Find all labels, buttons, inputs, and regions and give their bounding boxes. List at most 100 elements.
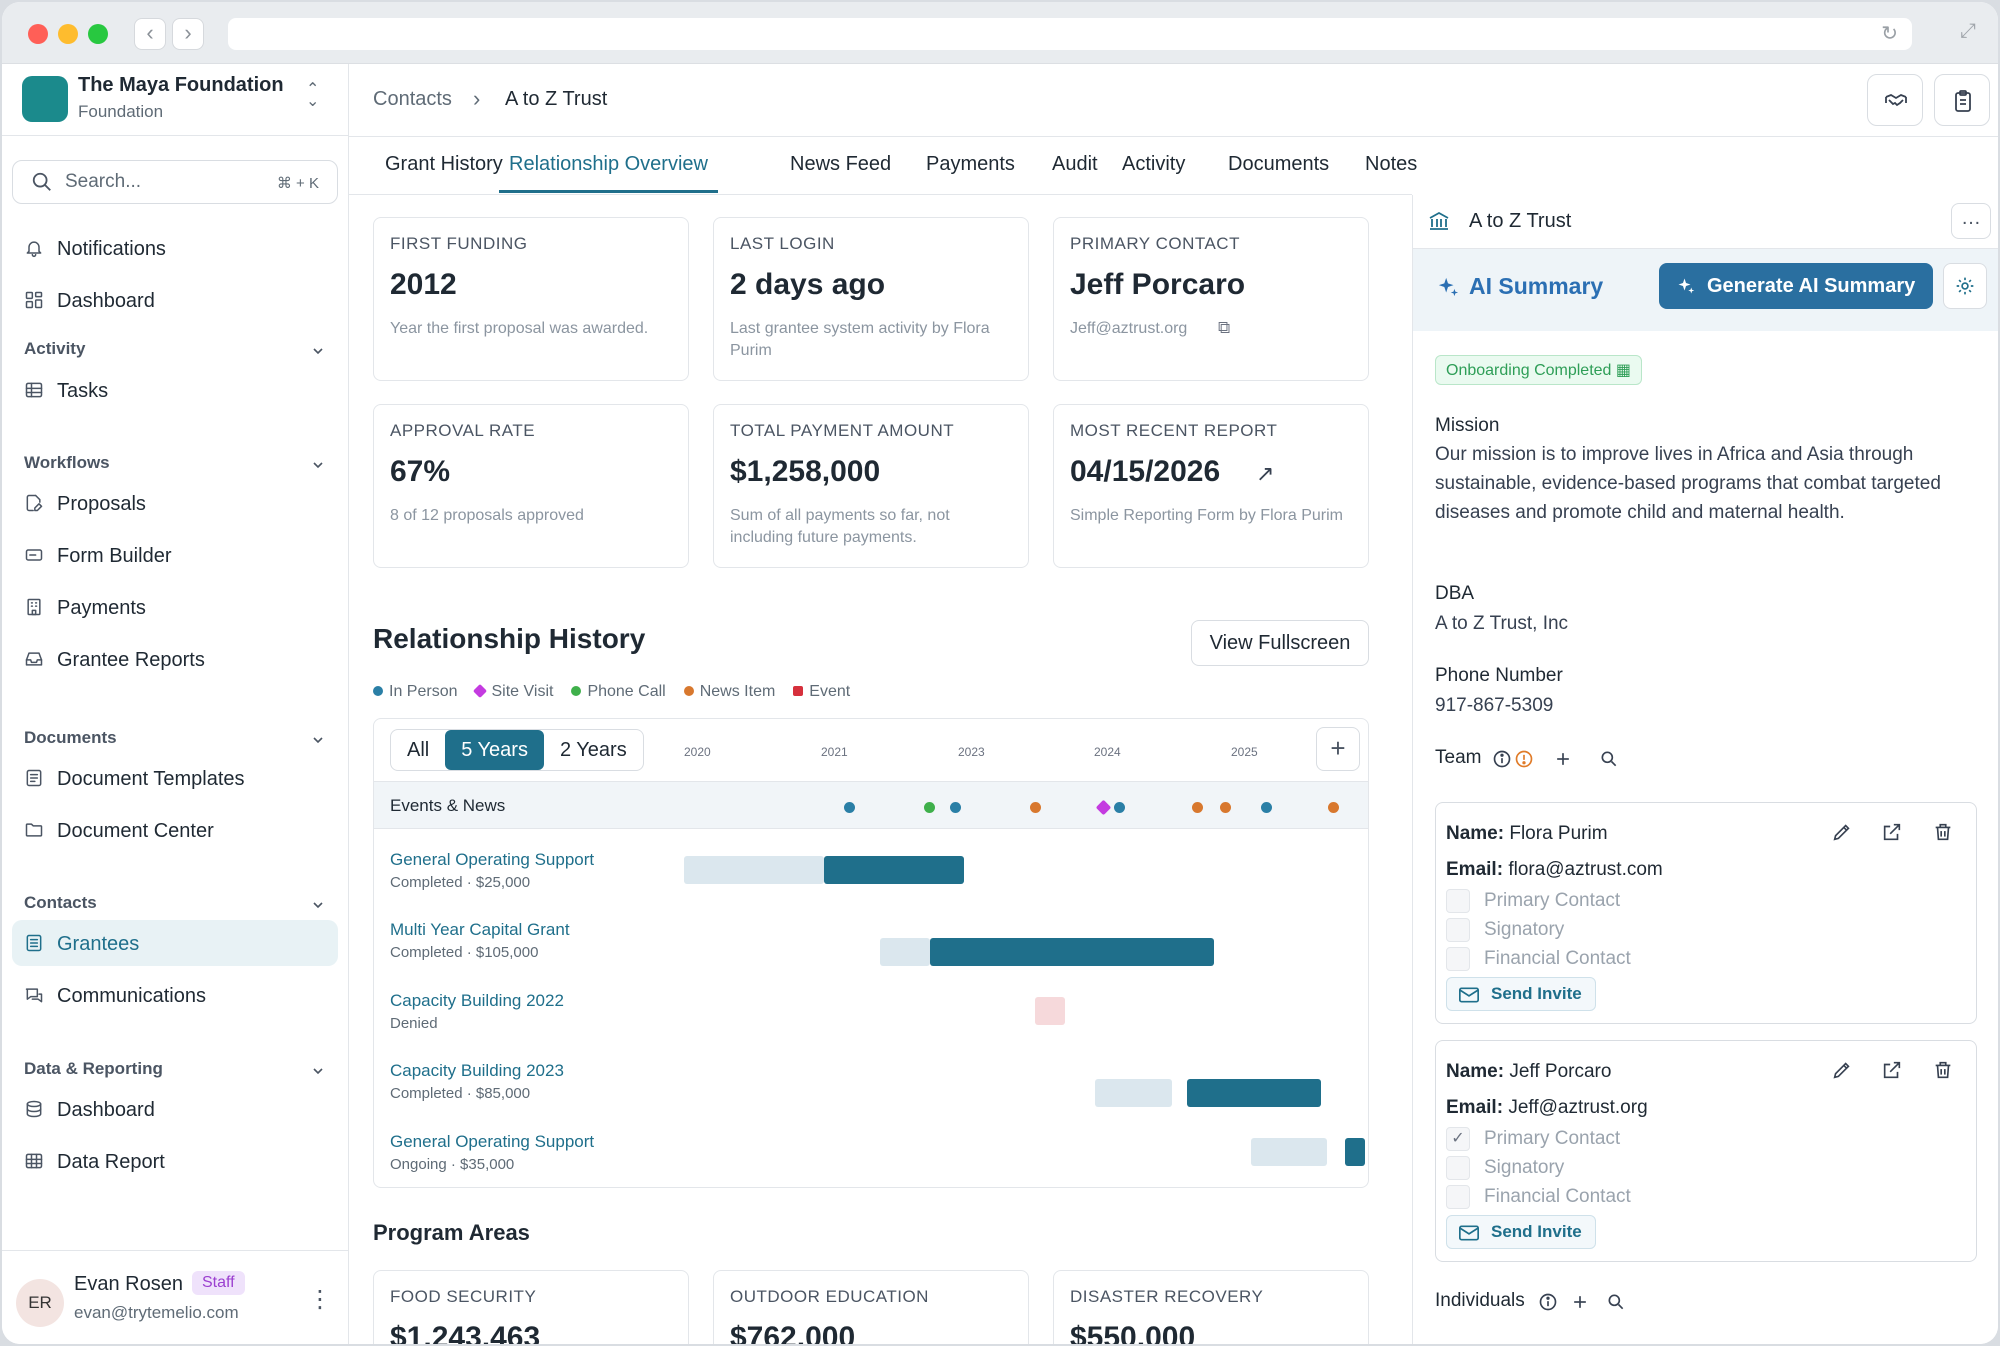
sidebar-item-document-center[interactable]: Document Center (12, 807, 338, 853)
event-marker[interactable] (1030, 802, 1041, 813)
grant-bar[interactable] (930, 938, 1214, 966)
tab-relationship-overview[interactable]: Relationship Overview (499, 153, 718, 193)
tab-grant-history[interactable]: Grant History (385, 153, 503, 175)
reload-icon[interactable]: ↻ (1881, 23, 1898, 45)
copy-icon[interactable]: ⧉ (1218, 318, 1231, 337)
range-all[interactable]: All (407, 739, 430, 761)
section-activity[interactable]: Activity (24, 339, 86, 358)
grant-name-link[interactable]: General Operating Support (390, 850, 595, 869)
search-team-icon[interactable] (1599, 749, 1619, 769)
open-link-icon[interactable] (1881, 821, 1903, 843)
event-marker[interactable] (1114, 802, 1125, 813)
more-vertical-icon[interactable]: ⋮ (308, 1286, 332, 1313)
sidebar-item-communications[interactable]: Communications (12, 972, 338, 1018)
clipboard-button[interactable] (1934, 74, 1990, 126)
send-invite-button[interactable]: Send Invite (1446, 1215, 1596, 1249)
role-checkbox[interactable] (1446, 1156, 1470, 1180)
send-invite-button[interactable]: Send Invite (1446, 977, 1596, 1011)
chevron-down-icon[interactable] (310, 343, 326, 359)
range-5-years[interactable]: 5 Years (445, 730, 544, 770)
role-checkbox[interactable] (1446, 947, 1470, 971)
trash-icon[interactable] (1932, 821, 1954, 843)
add-event-button[interactable]: + (1316, 727, 1360, 771)
grant-bar[interactable] (880, 938, 930, 966)
sidebar-item-tasks[interactable]: Tasks (12, 367, 338, 413)
relationship-button[interactable] (1867, 74, 1923, 126)
open-link-icon[interactable] (1881, 1059, 1903, 1081)
grant-name-link[interactable]: Capacity Building 2022 (390, 991, 564, 1010)
range-2-years[interactable]: 2 Years (559, 739, 627, 761)
warning-icon[interactable] (1514, 749, 1534, 769)
org-switcher[interactable]: The Maya Foundation Foundation ⌃ ⌄ (2, 64, 349, 136)
sidebar-item-data-report[interactable]: Data Report (12, 1138, 338, 1184)
sidebar-item-document-templates[interactable]: Document Templates (12, 755, 338, 801)
sidebar-item-grantees[interactable]: Grantees (12, 920, 338, 966)
chevron-down-icon[interactable] (310, 457, 326, 473)
info-icon[interactable] (1538, 1292, 1558, 1312)
fullscreen-icon[interactable]: ⤢ (1960, 20, 1976, 42)
maximize-window-button[interactable] (88, 24, 108, 44)
search-input[interactable]: Search... ⌘ + K (12, 160, 338, 204)
chevron-down-icon[interactable] (310, 897, 326, 913)
grant-bar[interactable] (1095, 1079, 1172, 1107)
section-workflows[interactable]: Workflows (24, 453, 110, 472)
sidebar-item-dashboard[interactable]: Dashboard (12, 1086, 338, 1132)
event-marker[interactable] (1220, 802, 1231, 813)
search-individuals-icon[interactable] (1606, 1292, 1626, 1312)
grant-name-link[interactable]: Multi Year Capital Grant (390, 920, 570, 939)
role-checkbox[interactable] (1446, 1185, 1470, 1209)
forward-button[interactable]: › (172, 18, 204, 50)
sidebar-item-notifications[interactable]: Notifications (12, 225, 338, 271)
section-documents[interactable]: Documents (24, 728, 117, 747)
event-marker[interactable] (844, 802, 855, 813)
tab-news-feed[interactable]: News Feed (790, 153, 892, 175)
event-marker[interactable] (1261, 802, 1272, 813)
open-link-icon[interactable]: ↗ (1256, 461, 1275, 486)
close-window-button[interactable] (28, 24, 48, 44)
section-contacts[interactable]: Contacts (24, 893, 97, 912)
sidebar-item-form-builder[interactable]: Form Builder (12, 532, 338, 578)
breadcrumb-contacts[interactable]: Contacts (373, 88, 452, 110)
grant-bar[interactable] (1251, 1138, 1327, 1166)
grant-bar[interactable] (824, 856, 964, 884)
more-horizontal-icon[interactable]: … (1951, 203, 1991, 239)
tab-payments[interactable]: Payments (926, 153, 1015, 175)
grant-bar[interactable] (1187, 1079, 1321, 1107)
grant-bar[interactable] (1345, 1138, 1365, 1166)
section-data-reporting[interactable]: Data & Reporting (24, 1059, 163, 1078)
grant-name-link[interactable]: Capacity Building 2023 (390, 1061, 564, 1080)
event-marker[interactable] (1192, 802, 1203, 813)
address-bar[interactable]: ↻ (228, 18, 1912, 50)
chevron-up-down-icon[interactable]: ⌃ ⌄ (306, 81, 320, 110)
grant-bar[interactable] (684, 856, 824, 884)
role-checkbox[interactable] (1446, 889, 1470, 913)
generate-ai-summary-button[interactable]: Generate AI Summary (1659, 263, 1933, 309)
edit-icon[interactable] (1831, 821, 1853, 843)
event-marker[interactable] (1328, 802, 1339, 813)
back-button[interactable]: ‹ (134, 18, 166, 50)
grant-name-link[interactable]: General Operating Support (390, 1132, 595, 1151)
add-individual-icon[interactable] (1570, 1292, 1590, 1312)
grant-bar[interactable] (1035, 997, 1065, 1025)
role-checkbox[interactable]: ✓ (1446, 1127, 1470, 1151)
info-icon[interactable] (1492, 749, 1512, 769)
event-marker[interactable] (1095, 799, 1112, 816)
trash-icon[interactable] (1932, 1059, 1954, 1081)
event-marker[interactable] (950, 802, 961, 813)
sidebar-item-proposals[interactable]: Proposals (12, 480, 338, 526)
add-team-member-icon[interactable] (1553, 749, 1573, 769)
view-fullscreen-button[interactable]: View Fullscreen (1191, 620, 1369, 666)
chevron-down-icon[interactable] (310, 1063, 326, 1079)
edit-icon[interactable] (1831, 1059, 1853, 1081)
sidebar-item-payments[interactable]: Payments (12, 584, 338, 630)
tab-documents[interactable]: Documents (1228, 153, 1330, 175)
role-checkbox[interactable] (1446, 918, 1470, 942)
sidebar-item-dashboard[interactable]: Dashboard (12, 277, 338, 323)
user-profile[interactable]: ER Evan Rosen Staff evan@trytemelio.com … (2, 1250, 349, 1344)
tab-notes[interactable]: Notes (1365, 153, 1418, 175)
minimize-window-button[interactable] (58, 24, 78, 44)
ai-settings-button[interactable] (1943, 263, 1987, 309)
sidebar-item-grantee-reports[interactable]: Grantee Reports (12, 636, 338, 682)
tab-activity[interactable]: Activity (1122, 153, 1186, 175)
tab-audit[interactable]: Audit (1052, 153, 1098, 175)
